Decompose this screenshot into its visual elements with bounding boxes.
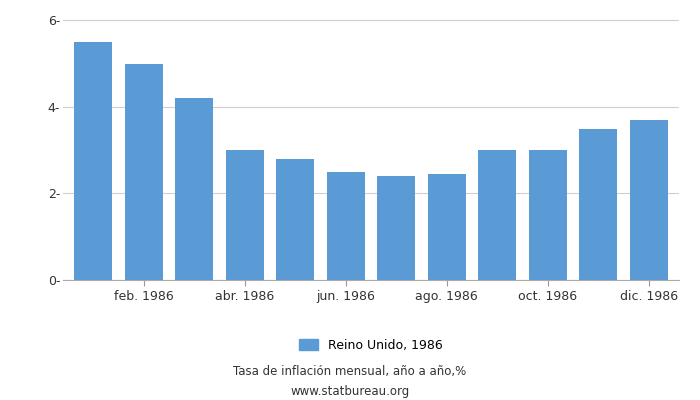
Bar <box>428 174 466 280</box>
Bar <box>226 150 264 280</box>
Bar <box>630 120 668 280</box>
Bar <box>528 150 567 280</box>
Text: Tasa de inflación mensual, año a año,%: Tasa de inflación mensual, año a año,% <box>233 366 467 378</box>
Legend: Reino Unido, 1986: Reino Unido, 1986 <box>300 339 442 352</box>
Bar <box>478 150 516 280</box>
Bar <box>580 128 617 280</box>
Bar <box>175 98 214 280</box>
Bar <box>74 42 112 280</box>
Bar <box>377 176 415 280</box>
Bar <box>125 64 162 280</box>
Text: www.statbureau.org: www.statbureau.org <box>290 386 410 398</box>
Bar <box>276 159 314 280</box>
Bar <box>327 172 365 280</box>
